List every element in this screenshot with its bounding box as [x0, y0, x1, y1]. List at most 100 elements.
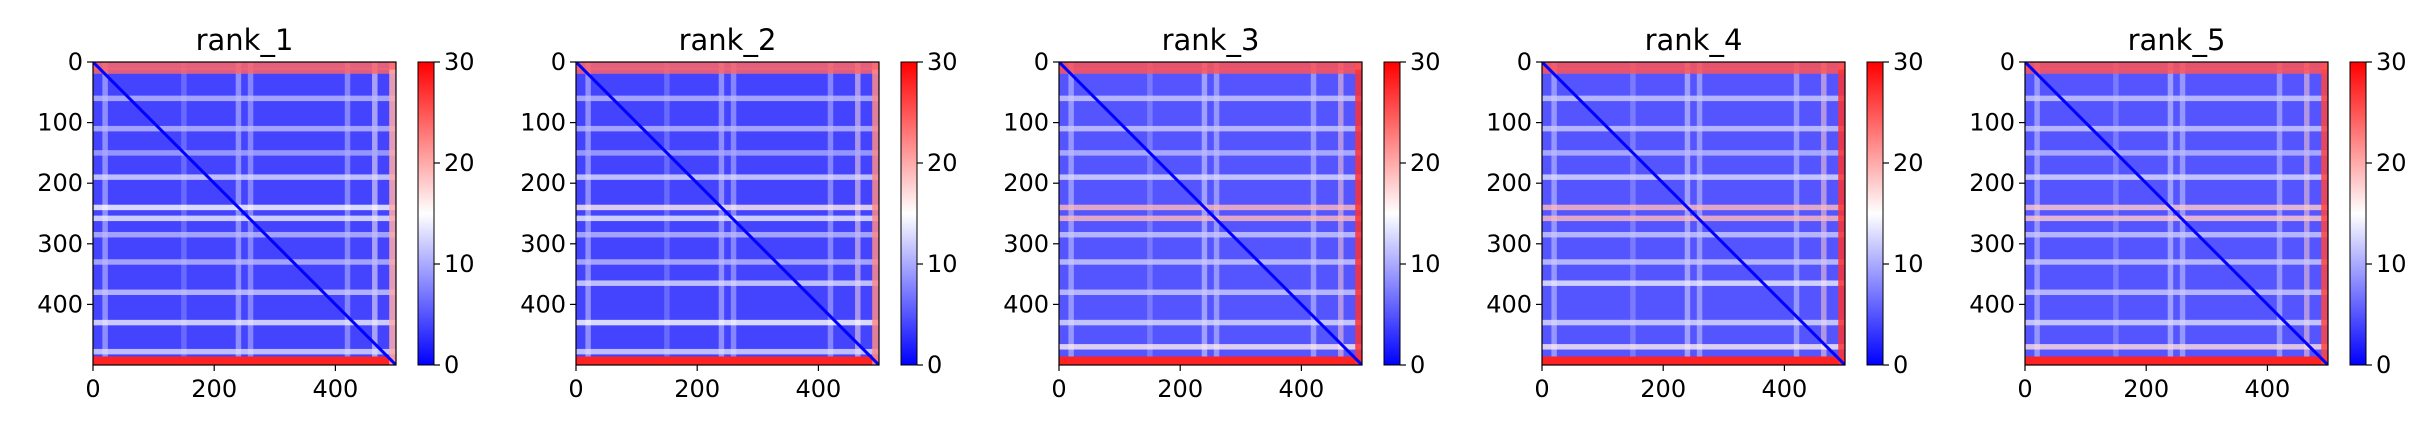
col-band: [1821, 62, 1827, 365]
y-tick-label: 400: [1486, 290, 1532, 318]
row-band: [1059, 204, 1362, 211]
row-band: [1542, 150, 1845, 156]
row-band: [2025, 95, 2328, 102]
row-band: [576, 150, 879, 156]
y-tick-label: 200: [1003, 169, 1049, 197]
row-band: [1059, 289, 1362, 296]
row-band: [576, 231, 879, 238]
colorbar: [1866, 61, 1884, 366]
row-band: [1059, 150, 1362, 156]
row-band: [93, 319, 396, 326]
col-band: [1684, 62, 1691, 365]
diagonal-line: [1059, 62, 1362, 365]
row-band: [93, 348, 396, 355]
colorbar: [1383, 61, 1401, 366]
panel-rank_2: rank_2 0 100 200 300 400 0 200 400 0 10 20 30: [520, 23, 957, 403]
heatmap: [93, 62, 396, 365]
bottom-edge-band: [1542, 356, 1845, 365]
y-tick-label: 200: [1486, 169, 1532, 197]
x-tick-label: 200: [674, 375, 720, 403]
top-edge-band: [1059, 62, 1362, 70]
col-band: [718, 62, 725, 365]
y-tick-label: 400: [1003, 290, 1049, 318]
colorbar-tick-label: 0: [1893, 351, 1908, 379]
col-band: [1338, 62, 1344, 365]
bottom-edge-band: [2025, 356, 2328, 365]
row-band: [2025, 259, 2328, 265]
col-band: [1068, 62, 1074, 365]
panel-title: rank_4: [1645, 23, 1743, 57]
row-band: [1059, 231, 1362, 238]
bottom-edge-band: [1059, 356, 1362, 365]
y-tick-label: 0: [551, 48, 566, 76]
x-tick-label: 200: [1640, 375, 1686, 403]
x-tick-label: 0: [1534, 375, 1549, 403]
colorbar-tick-label: 10: [1410, 250, 1441, 278]
x-tick-label: 0: [568, 375, 583, 403]
y-tick-label: 300: [1486, 230, 1532, 258]
x-tick-label: 0: [1051, 375, 1066, 403]
row-band: [576, 348, 879, 355]
right-edge-band: [389, 62, 396, 365]
colorbar-tick-label: 20: [1893, 149, 1924, 177]
row-band: [2025, 150, 2328, 156]
y-tick-label: 0: [1517, 48, 1532, 76]
row-band: [576, 280, 879, 286]
y-tick-label: 100: [1003, 109, 1049, 137]
row-band: [1059, 174, 1362, 180]
col-band: [2167, 62, 2174, 365]
row-band: [1059, 125, 1362, 132]
row-band: [576, 215, 879, 222]
x-tick-label: 400: [1761, 375, 1807, 403]
x-tick-label: 400: [2244, 375, 2290, 403]
x-tick-label: 400: [795, 375, 841, 403]
y-tick-label: 100: [1969, 109, 2015, 137]
row-band: [2025, 204, 2328, 211]
heatmap: [576, 62, 879, 365]
top-edge-band: [93, 62, 396, 70]
colorbar-tick-label: 20: [2376, 149, 2407, 177]
y-tick-label: 200: [1969, 169, 2015, 197]
row-band: [2025, 319, 2328, 326]
y-tick-label: 100: [1486, 109, 1532, 137]
heatmap: [2025, 62, 2328, 365]
row-band: [576, 174, 879, 180]
col-band: [1213, 62, 1220, 365]
y-tick-label: 0: [1034, 48, 1049, 76]
row-band: [93, 125, 396, 132]
colorbar-tick-label: 20: [927, 149, 958, 177]
x-tick-label: 400: [1278, 375, 1324, 403]
colorbar: [900, 61, 918, 366]
col-band: [102, 62, 108, 365]
col-band: [827, 62, 834, 365]
col-band: [181, 62, 187, 365]
colorbar-tick-label: 30: [444, 48, 475, 76]
row-band: [1059, 95, 1362, 102]
right-edge-band: [872, 62, 879, 365]
col-band: [2304, 62, 2310, 365]
y-tick-label: 300: [1003, 230, 1049, 258]
row-band: [1542, 204, 1845, 211]
panel-rank_3: rank_3 0 100 200 300 400 0 200 400 0 10 20 30: [1003, 23, 1440, 403]
col-band: [1793, 62, 1800, 365]
colorbar-tick-label: 30: [1410, 48, 1441, 76]
plot-frame: [2024, 61, 2329, 366]
heatmap: [1059, 62, 1362, 365]
row-band: [1542, 215, 1845, 222]
y-tick-label: 200: [37, 169, 83, 197]
right-edge-band: [2321, 62, 2328, 365]
panel-title: rank_2: [679, 23, 777, 57]
x-tick-label: 200: [191, 375, 237, 403]
colorbar-tick-label: 30: [2376, 48, 2407, 76]
col-band: [730, 62, 737, 365]
row-band: [576, 259, 879, 265]
top-edge-band: [2025, 62, 2328, 70]
row-band: [1059, 68, 1362, 74]
row-band: [1059, 259, 1362, 265]
colorbar-tick-label: 0: [927, 351, 942, 379]
row-band: [1542, 174, 1845, 180]
colorbar-tick-label: 20: [1410, 149, 1441, 177]
colorbar-tick-label: 10: [2376, 250, 2407, 278]
diagonal-line: [1542, 62, 1845, 365]
